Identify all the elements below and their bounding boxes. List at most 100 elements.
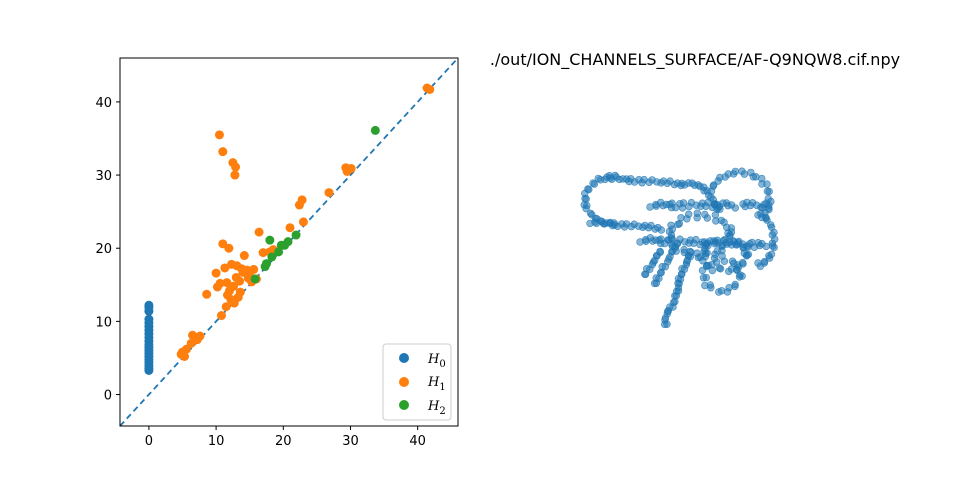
h1-point bbox=[220, 263, 230, 273]
cloud-point bbox=[712, 258, 721, 266]
h1-point bbox=[235, 287, 245, 297]
cloud-point bbox=[692, 235, 700, 244]
h1-point bbox=[425, 84, 435, 94]
x-tick-label: 30 bbox=[342, 434, 359, 449]
h1-point bbox=[230, 170, 240, 180]
h1-point bbox=[239, 251, 249, 261]
h1-point bbox=[297, 195, 307, 205]
h0-point bbox=[144, 314, 154, 324]
x-tick-label: 10 bbox=[208, 434, 225, 449]
cloud-point bbox=[663, 320, 671, 328]
cloud-point bbox=[701, 281, 709, 290]
cloud-point bbox=[727, 228, 736, 236]
h2-point bbox=[283, 237, 293, 247]
cloud-point bbox=[739, 243, 747, 251]
cloud-point bbox=[704, 241, 712, 250]
h1-point bbox=[285, 223, 295, 233]
h1-point bbox=[211, 268, 221, 278]
x-tick-label: 20 bbox=[275, 434, 292, 449]
cloud-point bbox=[584, 185, 592, 193]
h2-point bbox=[261, 259, 271, 269]
cloud-point bbox=[700, 247, 708, 255]
cloud-point bbox=[734, 239, 742, 247]
h1-point bbox=[324, 188, 334, 198]
h1-point bbox=[231, 162, 241, 172]
h1-point bbox=[249, 264, 259, 274]
h1-point bbox=[195, 331, 205, 341]
cloud-point bbox=[724, 267, 733, 276]
cloud-point bbox=[641, 270, 649, 278]
h1-point bbox=[218, 147, 228, 157]
cloud-point bbox=[679, 199, 688, 207]
legend-marker-h2 bbox=[399, 400, 409, 410]
persistence-diagram: 0 10 20 30 40 0 10 20 30 40 H0 H1 H2 bbox=[95, 57, 459, 449]
legend-label-h2: H2 bbox=[427, 399, 446, 417]
y-tick-label: 40 bbox=[95, 96, 112, 111]
y-tick-label: 10 bbox=[95, 315, 112, 330]
cloud-point bbox=[765, 204, 773, 212]
y-tick-label: 20 bbox=[95, 242, 112, 257]
h2-point bbox=[265, 235, 275, 245]
cloud-point bbox=[765, 254, 774, 262]
legend-marker-h0 bbox=[399, 353, 409, 363]
cloud-point bbox=[733, 266, 741, 274]
cloud-point bbox=[762, 242, 770, 251]
cloud-point bbox=[770, 235, 779, 243]
legend-label-h0: H0 bbox=[427, 352, 446, 370]
cloud-point bbox=[699, 274, 708, 282]
h2-point bbox=[267, 252, 277, 262]
cloud-point bbox=[590, 180, 599, 188]
h1-point bbox=[254, 227, 264, 237]
cloud-point bbox=[704, 198, 712, 207]
y-tick-label: 30 bbox=[95, 169, 112, 184]
legend: H0 H1 H2 bbox=[382, 343, 452, 421]
cloud-point bbox=[703, 214, 711, 222]
legend-marker-h1 bbox=[399, 377, 409, 387]
cloud-point bbox=[696, 253, 705, 261]
x-tick-label: 0 bbox=[145, 434, 153, 449]
x-axis-ticks: 0 10 20 30 40 bbox=[145, 426, 426, 449]
cloud-point bbox=[684, 210, 693, 219]
h1-point bbox=[221, 302, 231, 312]
cloud-point bbox=[698, 266, 707, 275]
h1-point bbox=[216, 311, 226, 321]
legend-label-h1: H1 bbox=[427, 375, 446, 393]
h1-point bbox=[222, 278, 232, 288]
cloud-point bbox=[715, 264, 723, 272]
h1-point bbox=[298, 217, 308, 227]
cloud-point bbox=[730, 259, 738, 267]
cloud-point bbox=[650, 279, 659, 288]
y-axis-ticks: 0 10 20 30 40 bbox=[95, 96, 120, 404]
cloud-point bbox=[721, 235, 729, 244]
cloud-point bbox=[765, 187, 773, 196]
point-cloud-plot: ./out/ION_CHANNELS_SURFACE/AF-Q9NQW8.cif… bbox=[490, 50, 900, 329]
cloud-point bbox=[713, 236, 721, 245]
h0-point bbox=[144, 300, 154, 310]
h1-point bbox=[258, 248, 268, 258]
cloud-point bbox=[702, 261, 711, 270]
cloud-point bbox=[720, 257, 729, 265]
x-tick-label: 40 bbox=[409, 434, 426, 449]
h1-point bbox=[235, 276, 245, 286]
cloud-point bbox=[740, 249, 748, 257]
diagonal-line bbox=[119, 57, 459, 427]
h1-point bbox=[202, 289, 212, 299]
cloud-point bbox=[586, 209, 595, 218]
cloud-point bbox=[731, 204, 739, 212]
cloud-point bbox=[738, 272, 746, 280]
h1-point bbox=[229, 281, 239, 291]
pd-points bbox=[144, 83, 435, 375]
cloud-point bbox=[754, 259, 762, 267]
cloud-point bbox=[715, 288, 723, 296]
h1-point bbox=[180, 351, 190, 361]
h1-point bbox=[224, 243, 234, 253]
cloud-point bbox=[693, 209, 701, 217]
legend-box bbox=[382, 343, 452, 421]
h2-point bbox=[370, 125, 380, 135]
point-cloud-title: ./out/ION_CHANNELS_SURFACE/AF-Q9NQW8.cif… bbox=[490, 50, 900, 70]
cloud-point bbox=[770, 243, 778, 252]
cloud-point bbox=[657, 226, 665, 234]
cloud-point bbox=[740, 170, 749, 178]
cloud-point bbox=[731, 167, 740, 176]
